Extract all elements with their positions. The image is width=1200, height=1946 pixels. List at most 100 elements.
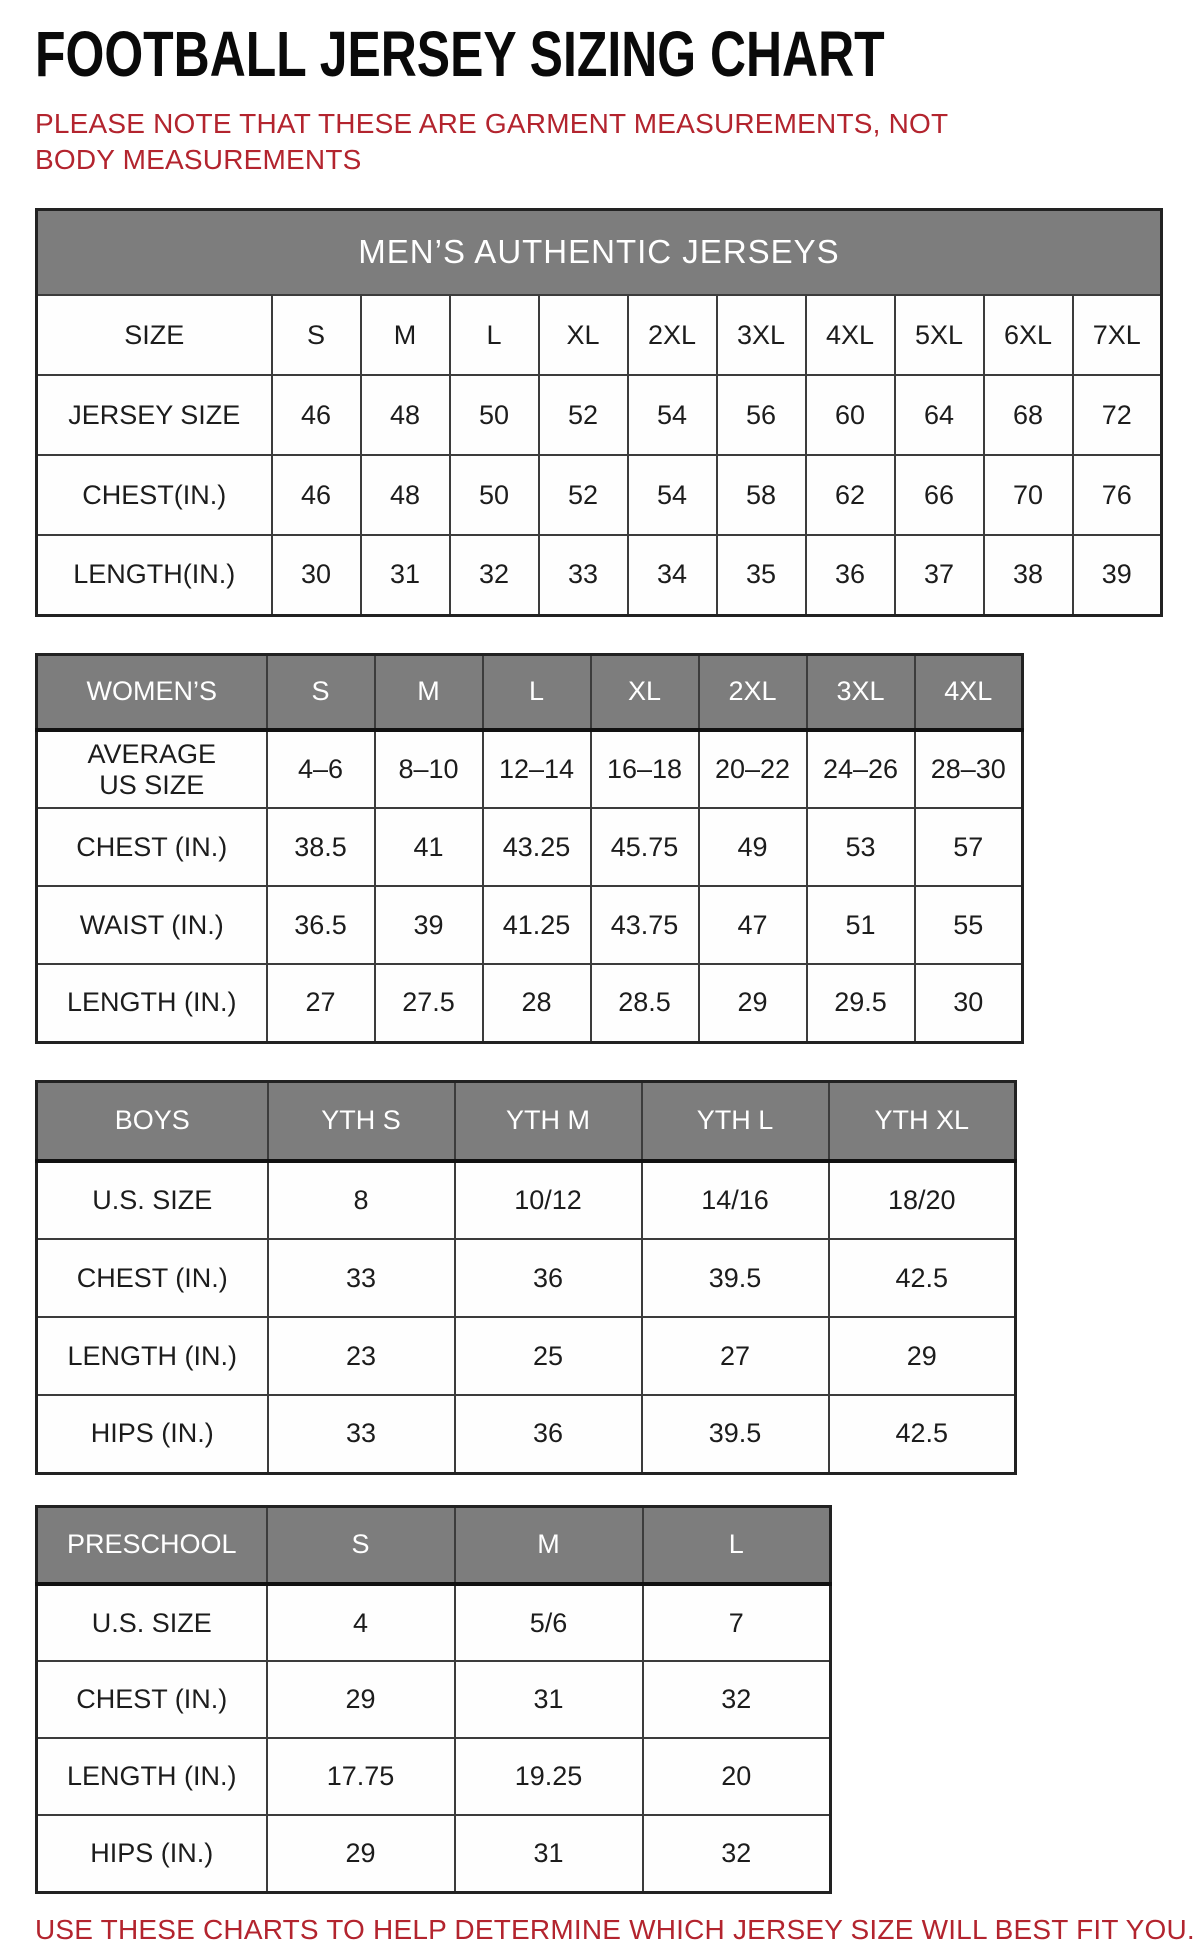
table-cell: 53 (805, 807, 916, 888)
table-cell: 29 (265, 1814, 456, 1894)
table-cell: 39.5 (640, 1394, 830, 1475)
garment-measurements-note: PLEASE NOTE THAT THESE ARE GARMENT MEASU… (35, 108, 948, 175)
table-cell: 42.5 (827, 1394, 1017, 1475)
column-header: S (265, 1505, 456, 1587)
table-row: JERSEY SIZE 46 48 50 52 54 56 60 64 68 72 (35, 374, 1163, 457)
table-cell: 27.5 (373, 963, 484, 1044)
table-cell: 38.5 (265, 807, 376, 888)
table-row: WAIST (IN.) 36.5 39 41.25 43.75 47 51 55 (35, 885, 1024, 966)
row-label: WAIST (IN.) (35, 885, 268, 966)
table-cell: 46 (270, 454, 362, 537)
table-cell: 31 (453, 1660, 644, 1740)
table-cell: 36 (804, 534, 896, 617)
table-cell: 54 (626, 454, 718, 537)
table-cell: 12–14 (481, 729, 592, 810)
row-label: HIPS (IN.) (35, 1814, 268, 1894)
table-row: CHEST (IN.) 38.5 41 43.25 45.75 49 53 57 (35, 807, 1024, 888)
table-cell: 17.75 (265, 1737, 456, 1817)
table-cell: 60 (804, 374, 896, 457)
boys-header-row: BOYS YTH S YTH M YTH L YTH XL (35, 1080, 1017, 1164)
table-cell: 24–26 (805, 729, 916, 810)
row-label: LENGTH (IN.) (35, 1316, 269, 1397)
table-cell: 50 (448, 454, 540, 537)
column-header: 3XL (715, 294, 807, 377)
column-header: YTH M (453, 1080, 643, 1164)
table-cell: 18/20 (827, 1160, 1017, 1241)
table-cell: 27 (640, 1316, 830, 1397)
table-cell: 25 (453, 1316, 643, 1397)
table-corner-label: WOMEN’S (35, 653, 268, 733)
table-cell: 39 (1071, 534, 1163, 617)
table-cell: 29.5 (805, 963, 916, 1044)
table-cell: 36 (453, 1394, 643, 1475)
table-cell: 33 (266, 1394, 456, 1475)
row-label: CHEST (IN.) (35, 807, 268, 888)
row-label: LENGTH (IN.) (35, 963, 268, 1044)
table-row: CHEST (IN.) 33 36 39.5 42.5 (35, 1238, 1017, 1319)
table-cell: 14/16 (640, 1160, 830, 1241)
column-header: YTH S (266, 1080, 456, 1164)
column-header: M (359, 294, 451, 377)
table-cell: 27 (265, 963, 376, 1044)
table-cell: 38 (982, 534, 1074, 617)
column-header: 7XL (1071, 294, 1163, 377)
table-row: U.S. SIZE 8 10/12 14/16 18/20 (35, 1160, 1017, 1241)
table-cell: 50 (448, 374, 540, 457)
table-cell: 64 (893, 374, 985, 457)
column-header: M (453, 1505, 644, 1587)
table-cell: 10/12 (453, 1160, 643, 1241)
table-cell: 28–30 (913, 729, 1024, 810)
table-cell: 19.25 (453, 1737, 644, 1817)
table-cell: 52 (537, 374, 629, 457)
table-cell: 70 (982, 454, 1074, 537)
column-header: XL (537, 294, 629, 377)
row-label: AVERAGE US SIZE (35, 729, 268, 810)
boys-sizing-table: BOYS YTH S YTH M YTH L YTH XL U.S. SIZE 8 10/12… (35, 1079, 1017, 1475)
table-cell: 16–18 (589, 729, 700, 810)
column-header: 4XL (804, 294, 896, 377)
table-cell: 8–10 (373, 729, 484, 810)
row-label: HIPS (IN.) (35, 1394, 269, 1475)
column-header: L (481, 653, 592, 733)
table-cell: 29 (827, 1316, 1017, 1397)
column-header: YTH XL (827, 1080, 1017, 1164)
table-cell: 52 (537, 454, 629, 537)
table-cell: 72 (1071, 374, 1163, 457)
table-row: LENGTH (IN.) 27 27.5 28 28.5 29 29.5 30 (35, 963, 1024, 1044)
table-cell: 58 (715, 454, 807, 537)
column-header: M (373, 653, 484, 733)
table-row: HIPS (IN.) 29 31 32 (35, 1814, 832, 1894)
column-header: 2XL (697, 653, 808, 733)
table-cell: 8 (266, 1160, 456, 1241)
table-cell: 32 (641, 1814, 832, 1894)
preschool-header-row: PRESCHOOL S M L (35, 1505, 832, 1587)
table-cell: 7 (641, 1583, 832, 1663)
table-cell: 54 (626, 374, 718, 457)
table-cell: 32 (448, 534, 540, 617)
table-cell: 4 (265, 1583, 456, 1663)
column-header: 4XL (913, 653, 1024, 733)
table-cell: 49 (697, 807, 808, 888)
table-corner-label: BOYS (35, 1080, 269, 1164)
column-header: YTH L (640, 1080, 830, 1164)
row-label: U.S. SIZE (35, 1583, 268, 1663)
table-cell: 46 (270, 374, 362, 457)
table-cell: 30 (270, 534, 362, 617)
table-cell: 29 (265, 1660, 456, 1740)
table-row: CHEST(IN.) 46 48 50 52 54 58 62 66 70 76 (35, 454, 1163, 537)
table-row: LENGTH(IN.) 30 31 32 33 34 35 36 37 38 39 (35, 534, 1163, 617)
table-cell: 41.25 (481, 885, 592, 966)
table-cell: 39 (373, 885, 484, 966)
row-label: LENGTH(IN.) (35, 534, 273, 617)
table-cell: 23 (266, 1316, 456, 1397)
table-cell: 32 (641, 1660, 832, 1740)
column-header: 6XL (982, 294, 1074, 377)
table-cell: 37 (893, 534, 985, 617)
table-cell: 56 (715, 374, 807, 457)
column-header: L (641, 1505, 832, 1587)
table-cell: 51 (805, 885, 916, 966)
row-label: LENGTH (IN.) (35, 1737, 268, 1817)
table-cell: 57 (913, 807, 1024, 888)
mens-banner-title: MEN’S AUTHENTIC JERSEYS (35, 208, 1163, 297)
table-cell: 39.5 (640, 1238, 830, 1319)
